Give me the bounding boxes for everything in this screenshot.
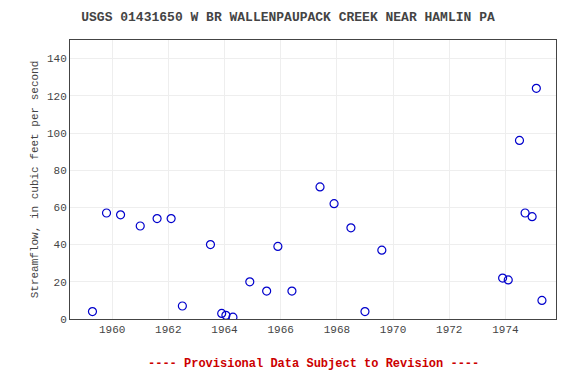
svg-text:20: 20 <box>54 277 67 289</box>
svg-text:120: 120 <box>47 91 67 103</box>
svg-text:0: 0 <box>60 314 67 326</box>
svg-text:1962: 1962 <box>155 324 181 336</box>
svg-text:1966: 1966 <box>267 324 293 336</box>
svg-text:1970: 1970 <box>380 324 406 336</box>
svg-text:60: 60 <box>54 202 67 214</box>
svg-text:1968: 1968 <box>324 324 350 336</box>
svg-text:1964: 1964 <box>211 324 238 336</box>
svg-text:Streamflow, in cubic feet per: Streamflow, in cubic feet per second <box>29 61 41 299</box>
svg-text:1974: 1974 <box>492 324 519 336</box>
svg-text:140: 140 <box>47 53 67 65</box>
svg-text:40: 40 <box>54 239 67 251</box>
svg-text:100: 100 <box>47 128 67 140</box>
svg-text:---- Provisional Data Subject: ---- Provisional Data Subject to Revisio… <box>148 357 479 371</box>
svg-text:1972: 1972 <box>436 324 462 336</box>
svg-text:1960: 1960 <box>99 324 125 336</box>
svg-text:USGS 01431650 W BR WALLENPAUPA: USGS 01431650 W BR WALLENPAUPACK CREEK N… <box>81 10 495 25</box>
svg-text:80: 80 <box>54 165 67 177</box>
